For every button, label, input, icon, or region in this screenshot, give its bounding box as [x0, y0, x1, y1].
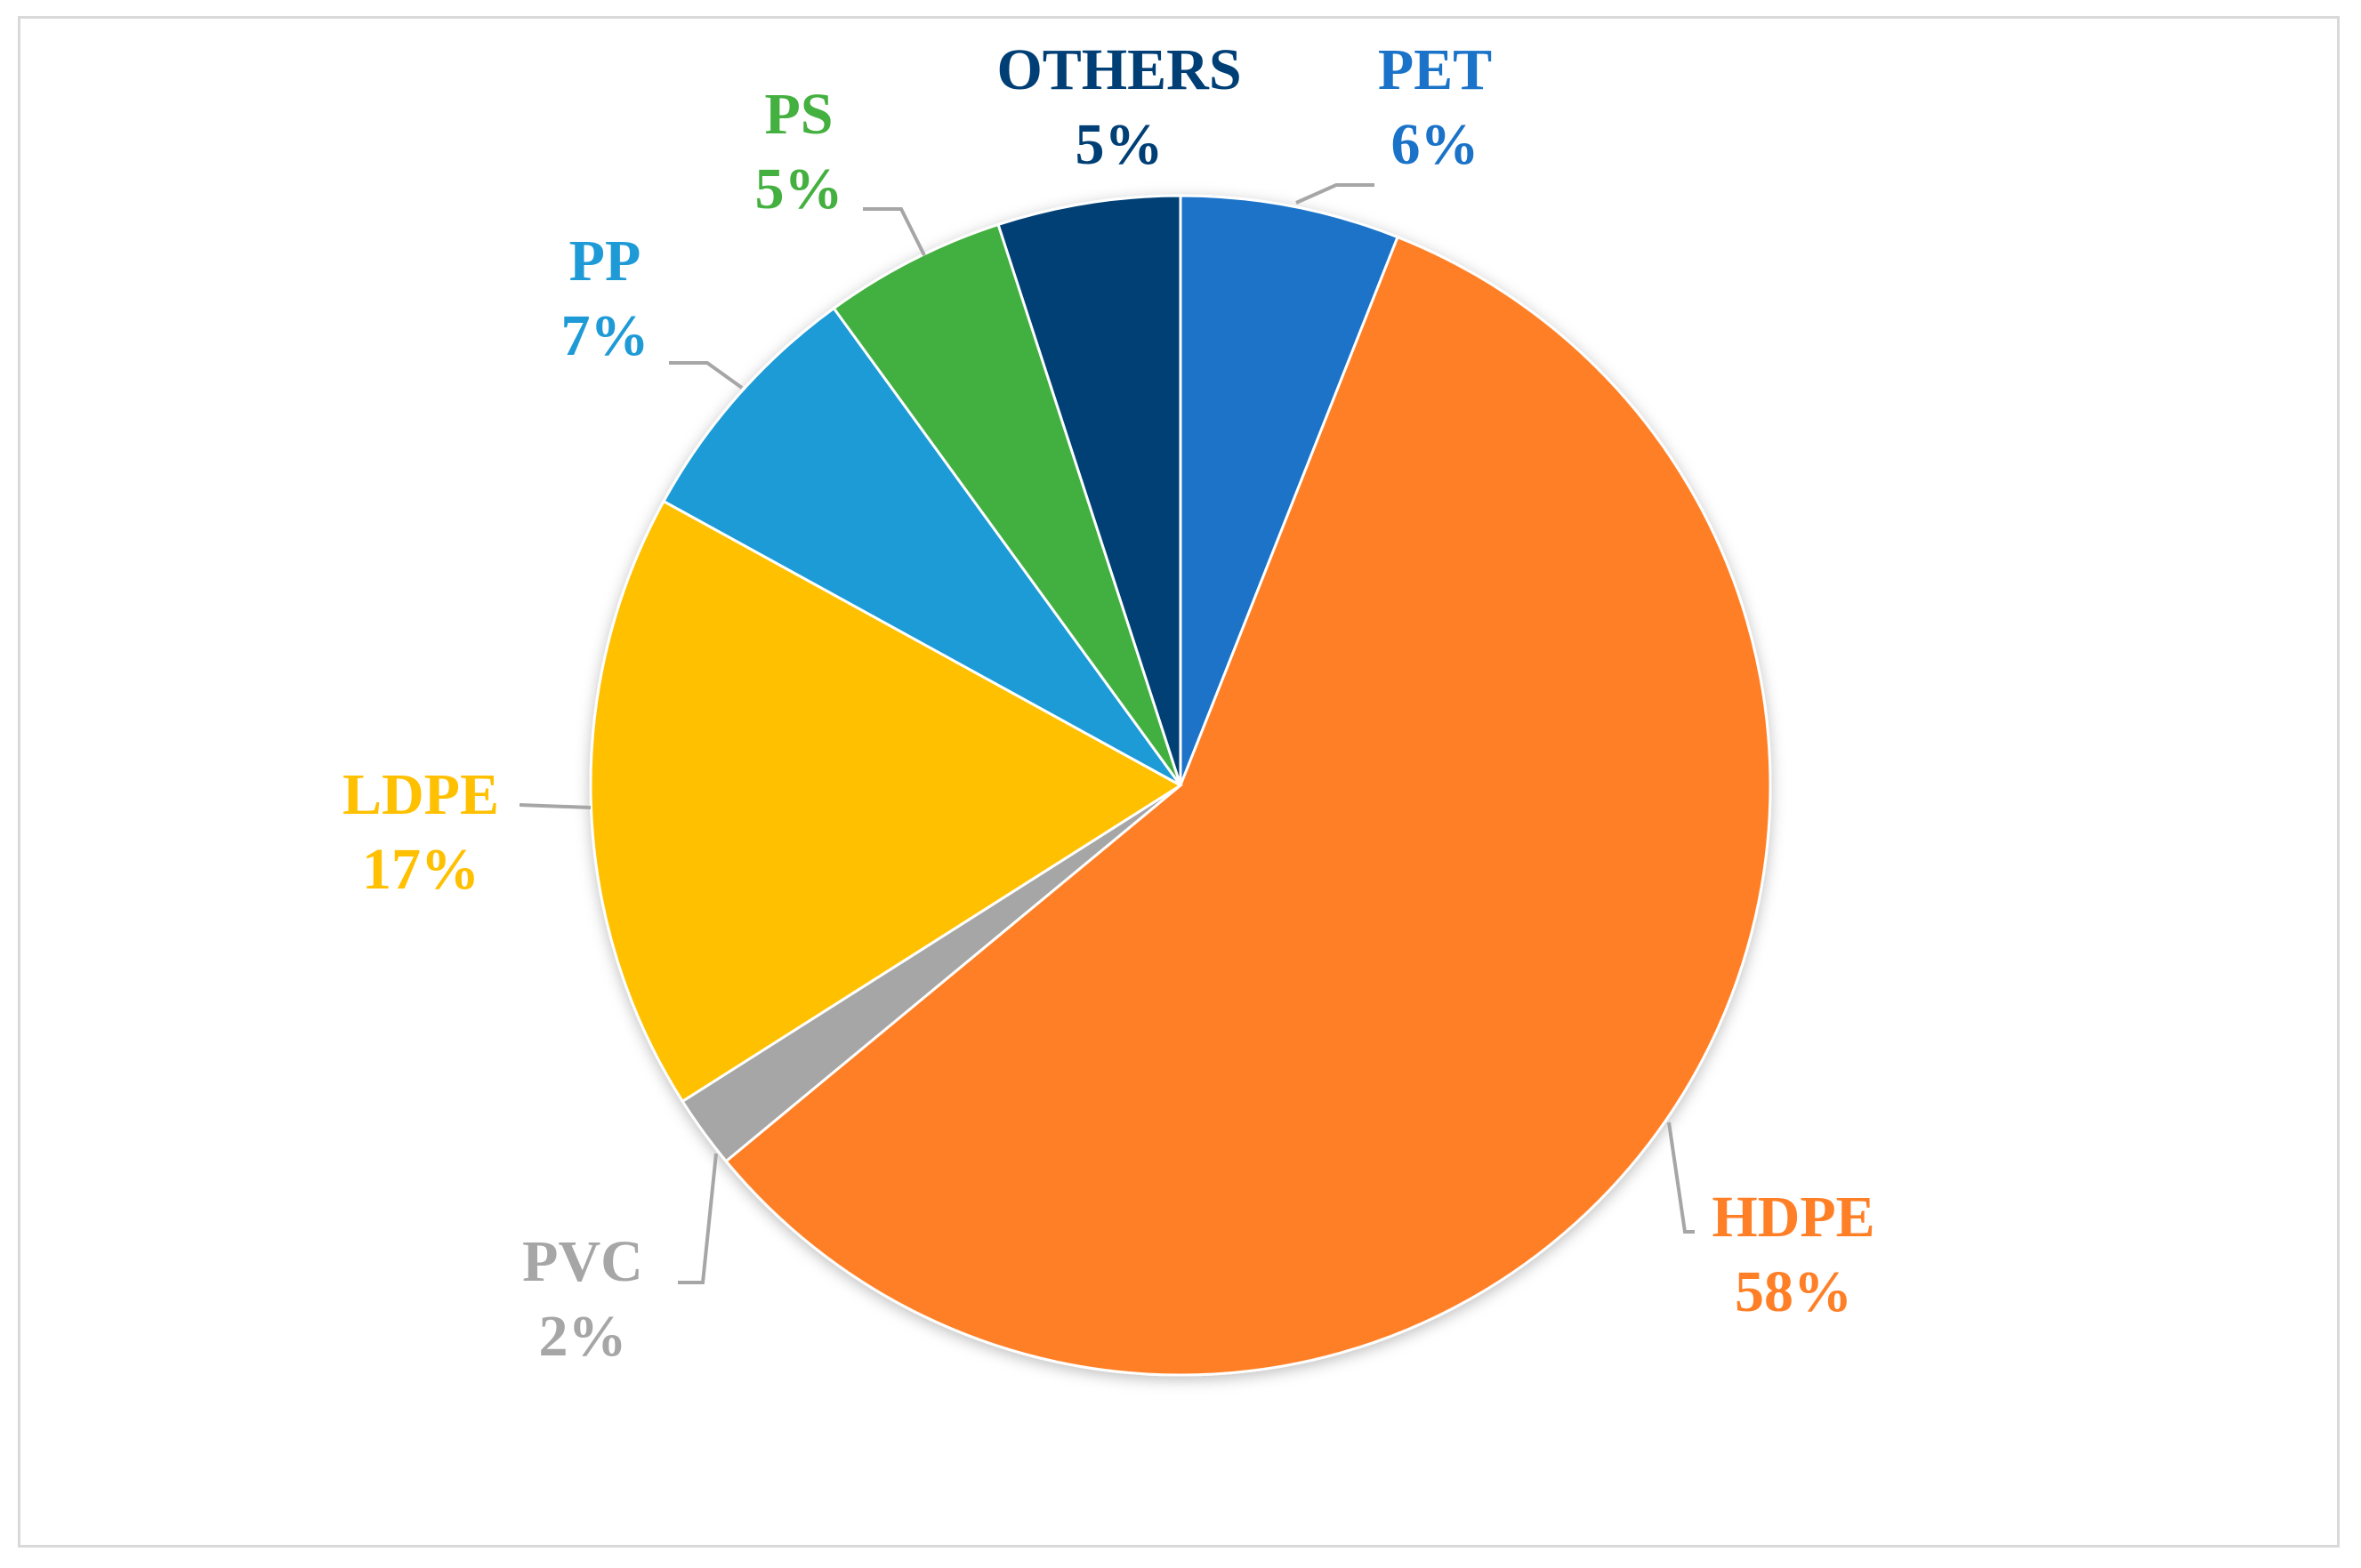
slice-value-label-pvc: 2%	[539, 1304, 627, 1369]
pie-slice-pp	[661, 306, 1182, 787]
slice-name-label-hdpe: HDPE	[1712, 1185, 1874, 1250]
leader-line-pp	[669, 361, 744, 390]
slice-name-label-others: OTHERS	[996, 37, 1241, 102]
slices-layer	[589, 194, 1772, 1377]
pie-slice-ldpe	[589, 499, 1183, 1104]
leader-line-hdpe	[1667, 1122, 1695, 1234]
slice-value-label-ps: 5%	[755, 157, 843, 221]
slice-value-label-pet: 6%	[1391, 112, 1479, 177]
pie-slice-others	[996, 194, 1182, 786]
slice-name-label-ldpe: LDPE	[342, 762, 499, 827]
slice-value-label-hdpe: 58%	[1735, 1259, 1852, 1324]
slice-name-label-pp: PP	[569, 229, 641, 293]
leader-lines-layer	[519, 183, 1695, 1284]
leader-line-ldpe	[519, 803, 592, 809]
slice-value-label-ldpe: 17%	[362, 837, 479, 902]
slice-name-label-pvc: PVC	[522, 1229, 643, 1294]
leader-line-pet	[1295, 183, 1374, 205]
slice-name-label-pet: PET	[1378, 37, 1492, 102]
labels-layer: PET 6% HDPE 58% PVC 2% LDPE 17% PP 7% PS 5% OTHERS 5%	[342, 37, 1875, 1369]
leader-line-ps	[863, 207, 926, 256]
pie-slice-pet	[1179, 194, 1400, 786]
slice-value-label-others: 5%	[1076, 112, 1164, 177]
leader-line-pvc	[678, 1153, 718, 1284]
slice-value-label-pp: 7%	[561, 303, 649, 368]
pie-slice-ps	[832, 222, 1182, 786]
pie-slice-hdpe	[724, 235, 1772, 1377]
slice-name-label-ps: PS	[764, 82, 833, 147]
